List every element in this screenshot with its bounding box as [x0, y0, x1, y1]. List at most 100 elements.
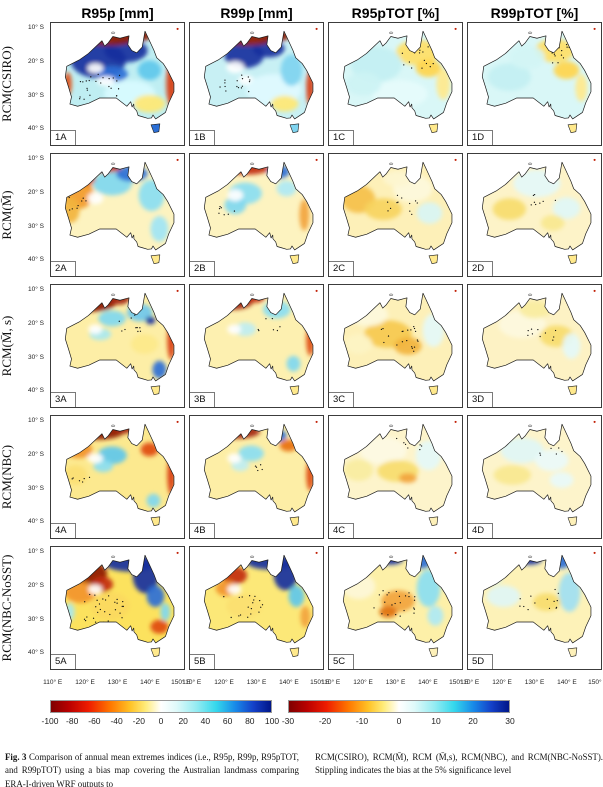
corner-data-speck	[315, 420, 318, 423]
lon-spacer	[18, 677, 46, 691]
colorbar-tick: 20	[178, 716, 188, 726]
lat-tick: 10° S	[28, 155, 44, 162]
stipple-dots	[71, 476, 91, 483]
colorbar-tick: -20	[132, 716, 145, 726]
lat-tick: 40° S	[28, 649, 44, 656]
panel-label: 4B	[190, 523, 215, 538]
island-speck	[389, 424, 394, 427]
colorbar-bias-percent-ticks: -30 -20 -10 0 10 20 30	[282, 716, 515, 728]
lon-tick: 140° E	[557, 679, 577, 686]
island-speck	[528, 555, 533, 558]
stipple-dots	[530, 193, 557, 206]
row-label: RCM(NBC-NoSST)	[0, 554, 14, 662]
map-panel-5D: 5D	[467, 546, 602, 670]
lat-tick: 40° S	[28, 387, 44, 394]
lat-axis: 10° S 20° S 30° S 40° S	[18, 284, 46, 408]
colorbar-tick: 20	[468, 716, 478, 726]
stipple-dots	[223, 595, 264, 619]
lon-axis: 110° E 120° E 130° E 140° E 150° E	[321, 677, 469, 691]
corner-data-speck	[176, 27, 179, 30]
australia-bias-map	[481, 158, 596, 265]
corner-data-speck	[176, 158, 179, 161]
column-header-2: R95pTOT [%]	[351, 5, 440, 21]
stipple-dots	[527, 328, 557, 341]
map-row-1: RCM(CSIRO) 10° S 20° S 30° S 40° S 1A 1B 1C 1D	[0, 22, 602, 146]
island-speck	[111, 424, 116, 427]
caption-right-text: RCM(CSIRO), RCM(M̄), RCM (M̄,s), RCM(NBC…	[315, 752, 603, 776]
lat-axis: 10° S 20° S 30° S 40° S	[18, 153, 46, 277]
row-label-cell: RCM(M̄)	[0, 153, 14, 277]
corner-data-speck	[315, 158, 318, 161]
australia-bias-map	[481, 27, 596, 134]
island-speck	[528, 293, 533, 296]
panel-label: 2B	[190, 261, 215, 276]
colorbar-tick: -30	[281, 716, 295, 726]
lat-tick: 10° S	[28, 548, 44, 555]
australia-bias-map	[342, 27, 457, 134]
australia-bias-map	[64, 289, 179, 396]
row-label-cell: RCM(NBC)	[0, 415, 14, 539]
lon-axis: 110° E 120° E 130° E 140° E 150° E	[460, 677, 603, 691]
map-panel-2B: 2B	[189, 153, 324, 277]
lat-tick: 20° S	[28, 451, 44, 458]
lat-tick: 20° S	[28, 582, 44, 589]
lon-tick: 140° E	[279, 679, 299, 686]
stipple-dots	[219, 74, 251, 93]
lon-tick: 110° E	[321, 679, 341, 686]
lon-tick: 120° E	[492, 679, 512, 686]
corner-data-speck	[593, 551, 596, 554]
lon-tick: 150° E	[588, 679, 603, 686]
lat-tick: 30° S	[28, 616, 44, 623]
map-panel-2D: 2D	[467, 153, 602, 277]
row-label: RCM(M̄)	[0, 190, 14, 240]
lon-tick: 120° E	[353, 679, 373, 686]
map-row-3: RCM(M̄, s) 10° S 20° S 30° S 40° S 3A 3B 3C 3D	[0, 284, 602, 408]
lat-tick: 20° S	[28, 58, 44, 65]
australia-bias-map	[481, 551, 596, 658]
map-row-4: RCM(NBC) 10° S 20° S 30° S 40° S 4A 4B 4C 4D	[0, 415, 602, 539]
panel-label: 1D	[468, 130, 494, 145]
map-panel-1A: 1A	[50, 22, 185, 146]
corner-data-speck	[454, 551, 457, 554]
map-panel-4D: 4D	[467, 415, 602, 539]
corner-data-speck	[454, 27, 457, 30]
figure-number: Fig. 3	[5, 752, 27, 762]
lon-tick: 110° E	[43, 679, 63, 686]
corner-data-speck	[593, 289, 596, 292]
lon-tick: 150° E	[171, 679, 191, 686]
lat-tick: 20° S	[28, 189, 44, 196]
colorbar-tick: 80	[245, 716, 255, 726]
australia-bias-map	[64, 420, 179, 527]
lon-tick: 150° E	[449, 679, 469, 686]
row-label-cell: RCM(CSIRO)	[0, 22, 14, 146]
map-row-2: RCM(M̄) 10° S 20° S 30° S 40° S 2A 2B 2C 2D	[0, 153, 602, 277]
colorbar-tick: 0	[158, 716, 164, 726]
island-speck	[389, 162, 394, 165]
australia-bias-map	[342, 420, 457, 527]
lat-axis: 10° S 20° S 30° S 40° S	[18, 22, 46, 146]
lat-tick: 30° S	[28, 92, 44, 99]
stipple-dots	[118, 314, 142, 333]
lon-tick: 120° E	[214, 679, 234, 686]
corner-data-speck	[454, 420, 457, 423]
australia-bias-map	[342, 551, 457, 658]
island-speck	[389, 31, 394, 34]
lat-tick: 20° S	[28, 320, 44, 327]
lon-tick: 130° E	[246, 679, 267, 686]
map-panel-1C: 1C	[328, 22, 463, 146]
lon-tick: 150° E	[310, 679, 330, 686]
island-speck	[111, 555, 116, 558]
island-speck	[111, 31, 116, 34]
panel-label: 5A	[51, 654, 76, 669]
panel-label: 3B	[190, 392, 215, 407]
colorbar-tick: 60	[222, 716, 233, 726]
column-header-1: R99p [mm]	[220, 5, 293, 21]
stipple-dots	[519, 588, 559, 611]
map-panel-5B: 5B	[189, 546, 324, 670]
island-speck	[111, 293, 116, 296]
colorbar-bias-percent	[288, 700, 510, 713]
map-panel-3D: 3D	[467, 284, 602, 408]
panel-label: 5C	[329, 654, 355, 669]
colorbar-bias-mm-ticks: -100 -80 -60 -40 -20 0 20 40 60 80 100	[41, 716, 279, 728]
